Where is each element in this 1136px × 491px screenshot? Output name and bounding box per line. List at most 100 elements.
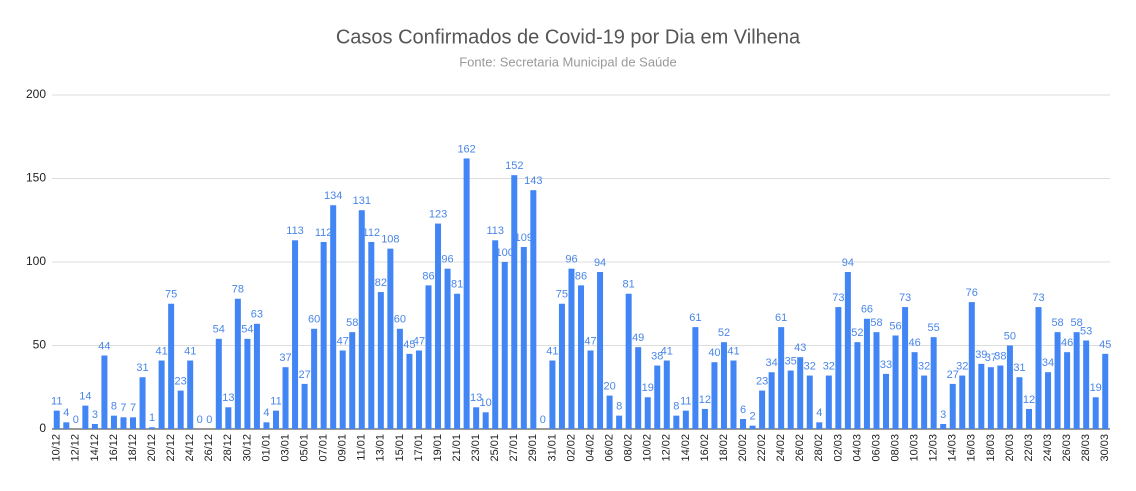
bar (63, 422, 70, 429)
value-label: 75 (165, 289, 177, 301)
bar (940, 423, 947, 429)
x-tick-label: 01/01 (260, 434, 272, 462)
bar (921, 375, 928, 429)
bar (1064, 352, 1071, 429)
value-label: 131 (353, 195, 371, 207)
bar (949, 383, 956, 429)
value-label: 3 (92, 409, 98, 421)
x-tick-label: 07/01 (318, 434, 330, 462)
value-label: 2 (750, 411, 756, 423)
value-label: 4 (63, 407, 69, 419)
value-label: 44 (98, 340, 110, 352)
bar (349, 332, 356, 429)
value-label: 8 (616, 401, 622, 413)
value-label: 27 (298, 369, 310, 381)
bar (968, 302, 975, 429)
x-tick-label: 28/12 (222, 434, 234, 462)
value-label: 54 (213, 324, 225, 336)
value-label: 54 (241, 324, 253, 336)
x-tick-label: 24/03 (1042, 434, 1054, 462)
bar (101, 355, 108, 429)
x-tick-label: 30/12 (241, 434, 253, 462)
value-label: 14 (79, 391, 91, 403)
value-label: 96 (441, 254, 453, 266)
bar (902, 307, 909, 429)
value-label: 58 (346, 317, 358, 329)
x-tick-label: 27/01 (508, 434, 520, 462)
value-label: 23 (756, 375, 768, 387)
value-label: 32 (804, 360, 816, 372)
bar (558, 303, 565, 429)
bar (435, 223, 442, 429)
y-tick-label: 0 (39, 421, 46, 435)
value-label: 58 (1051, 317, 1063, 329)
bar (1045, 372, 1052, 429)
x-tick-label: 08/02 (623, 434, 635, 462)
x-tick-label: 26/03 (1061, 434, 1073, 462)
bar (816, 422, 823, 429)
value-label: 40 (708, 347, 720, 359)
value-label: 4 (816, 407, 822, 419)
y-tick-label: 100 (26, 254, 46, 268)
value-label: 19 (1090, 382, 1102, 394)
bar (644, 397, 651, 429)
value-label: 94 (594, 257, 606, 269)
bar (263, 422, 270, 429)
bar (806, 375, 813, 429)
bar (158, 360, 165, 429)
bar (215, 338, 222, 429)
bar (1083, 340, 1090, 429)
bar (311, 328, 318, 429)
x-tick-label: 28/02 (813, 434, 825, 462)
bar (91, 423, 98, 429)
bar (406, 353, 413, 429)
bar (425, 285, 432, 429)
value-label: 52 (718, 327, 730, 339)
x-tick-label: 23/01 (470, 434, 482, 462)
bar (854, 342, 861, 429)
x-tick-label: 02/03 (832, 434, 844, 462)
bar (578, 285, 584, 429)
bar (492, 240, 499, 429)
bar (863, 318, 870, 429)
bar (701, 408, 708, 429)
chart-title: Casos Confirmados de Covid-19 por Dia em… (336, 26, 801, 48)
value-label: 56 (889, 320, 901, 332)
value-label: 73 (1032, 292, 1044, 304)
value-label: 12 (1023, 394, 1035, 406)
bar (130, 417, 137, 429)
value-label: 46 (1061, 337, 1073, 349)
value-label: 41 (546, 345, 558, 357)
bar (396, 328, 403, 429)
bar (187, 360, 194, 429)
x-tick-label: 17/01 (413, 434, 425, 462)
x-tick-label: 12/12 (70, 434, 82, 462)
value-label: 112 (315, 227, 333, 239)
value-label: 112 (363, 227, 381, 239)
value-label: 19 (642, 382, 654, 394)
bar (568, 268, 575, 429)
bar (358, 210, 365, 429)
value-label: 3 (940, 409, 946, 421)
bar (883, 373, 890, 429)
value-label: 60 (394, 314, 406, 326)
value-label: 108 (381, 234, 399, 246)
value-label: 4 (263, 407, 269, 419)
bar (987, 367, 994, 429)
value-label: 82 (375, 277, 387, 289)
value-label: 143 (524, 175, 542, 187)
value-label: 58 (870, 317, 882, 329)
x-tick-label: 08/03 (889, 434, 901, 462)
bar (320, 241, 327, 429)
bar (1092, 397, 1099, 429)
bar (997, 365, 1004, 429)
value-label: 53 (1080, 325, 1092, 337)
value-label: 10 (480, 397, 492, 409)
x-tick-label: 14/12 (89, 434, 101, 462)
value-label: 113 (486, 225, 504, 237)
x-tick-label: 18/03 (985, 434, 997, 462)
value-label: 13 (222, 392, 234, 404)
bar (377, 292, 384, 429)
bar (892, 335, 899, 429)
